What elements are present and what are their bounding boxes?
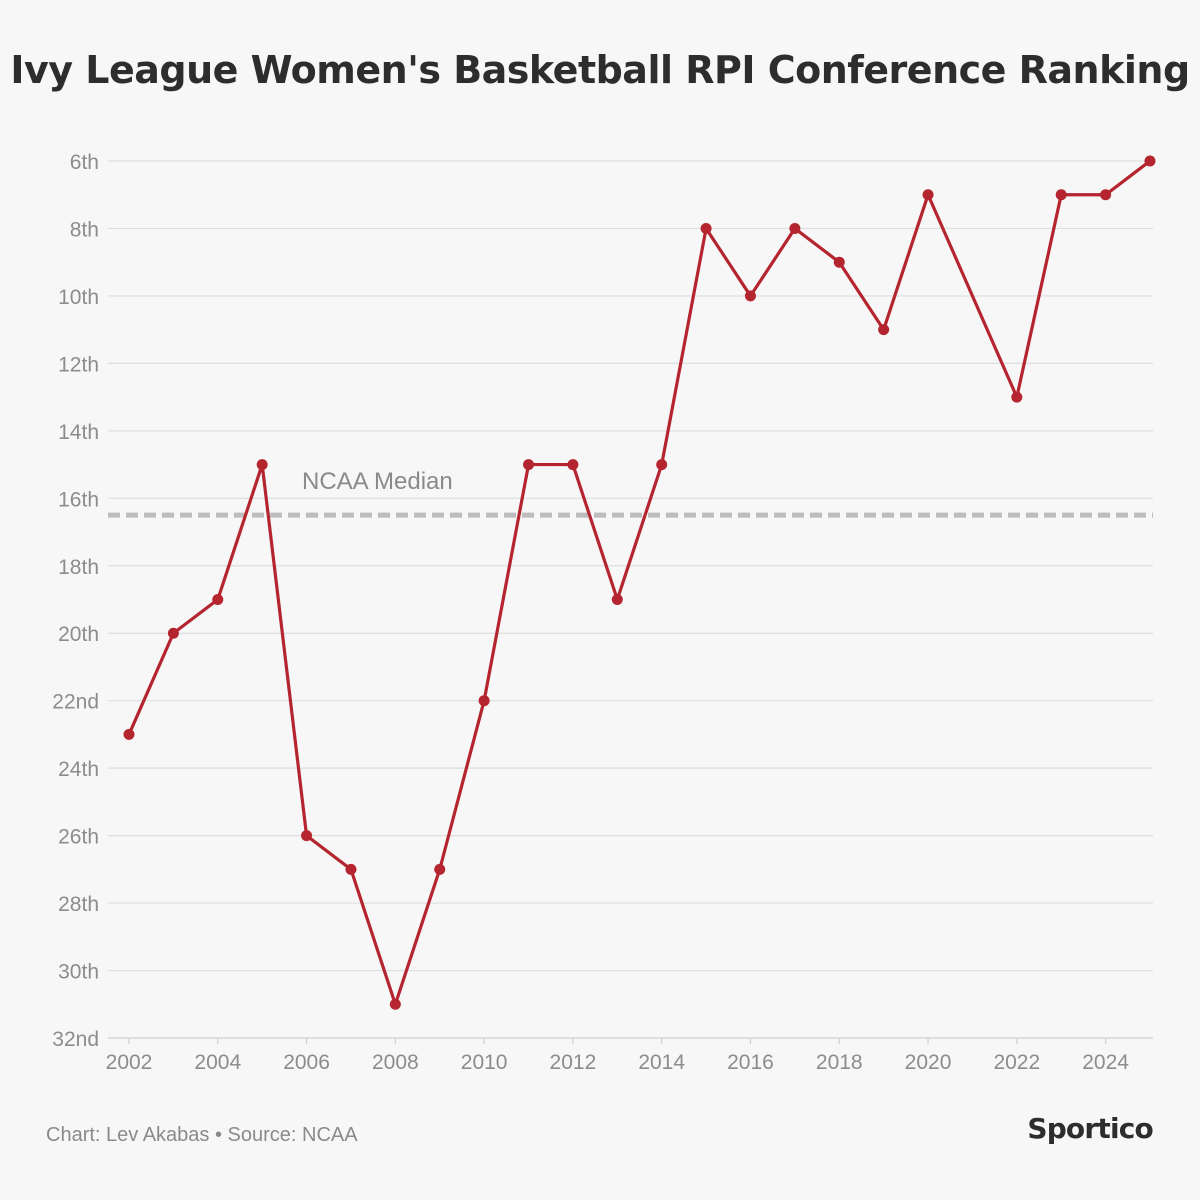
y-tick-label: 30th bbox=[58, 961, 99, 984]
data-point bbox=[744, 290, 756, 302]
y-tick-label: 12th bbox=[58, 353, 99, 376]
y-tick-label: 26th bbox=[58, 826, 99, 849]
data-point bbox=[478, 695, 490, 707]
y-tick-label: 18th bbox=[58, 556, 99, 579]
x-tick-label: 2016 bbox=[727, 1051, 774, 1074]
y-tick-label: 14th bbox=[58, 421, 99, 444]
data-point bbox=[1100, 189, 1112, 201]
x-tick-label: 2006 bbox=[283, 1051, 330, 1074]
x-tick-label: 2012 bbox=[550, 1051, 597, 1074]
data-point bbox=[789, 222, 801, 234]
gridlines bbox=[108, 160, 1153, 1039]
chart-title: Ivy League Women's Basketball RPI Confer… bbox=[10, 48, 1190, 92]
series-group bbox=[123, 155, 1156, 1010]
y-tick-label: 8th bbox=[70, 218, 99, 241]
axes: 6th 8th 10th 12th 14th 16th 18th 20th 22nd 24th 26… bbox=[52, 151, 1129, 1074]
y-tick-label: 20th bbox=[58, 623, 99, 646]
ncaa-median-label: NCAA Median bbox=[302, 468, 453, 495]
x-tick-label: 2018 bbox=[816, 1051, 863, 1074]
data-point bbox=[1055, 189, 1067, 201]
data-point bbox=[1144, 155, 1156, 167]
data-point bbox=[301, 830, 313, 842]
y-tick-label: 6th bbox=[70, 151, 99, 174]
data-point bbox=[256, 459, 268, 471]
data-point bbox=[878, 324, 890, 336]
x-tick-label: 2014 bbox=[638, 1051, 685, 1074]
data-point bbox=[167, 627, 179, 639]
x-tick-label: 2002 bbox=[106, 1051, 153, 1074]
x-tick-label: 2024 bbox=[1082, 1051, 1129, 1074]
data-point bbox=[922, 189, 934, 201]
data-point bbox=[345, 863, 357, 875]
y-tick-label: 16th bbox=[58, 488, 99, 511]
series-line bbox=[127, 159, 1152, 1010]
data-point bbox=[611, 594, 623, 605]
data-point bbox=[434, 863, 446, 875]
y-tick-label: 28th bbox=[58, 893, 99, 916]
data-point bbox=[389, 998, 401, 1010]
y-tick-label: 22nd bbox=[52, 691, 99, 714]
x-tick-label: 2022 bbox=[993, 1051, 1040, 1074]
y-tick-label: 10th bbox=[58, 286, 99, 309]
x-tick-label: 2010 bbox=[461, 1051, 508, 1074]
sportico-logo: Sportico bbox=[1027, 1112, 1153, 1145]
y-tick-label: 32nd bbox=[52, 1028, 99, 1051]
data-point bbox=[123, 728, 135, 740]
x-tick-label: 2008 bbox=[372, 1051, 419, 1074]
data-point bbox=[567, 459, 579, 471]
data-point bbox=[700, 222, 712, 234]
data-point bbox=[212, 594, 224, 605]
y-tick-label: 24th bbox=[58, 758, 99, 781]
data-point bbox=[1011, 391, 1023, 403]
x-tick-label: 2004 bbox=[194, 1051, 241, 1074]
data-point bbox=[523, 459, 535, 471]
data-point bbox=[833, 256, 845, 268]
x-tick-label: 2020 bbox=[905, 1051, 952, 1074]
reference-line-group: NCAA Median bbox=[108, 468, 1153, 518]
data-point bbox=[656, 459, 668, 471]
chart-credit: Chart: Lev Akabas • Source: NCAA bbox=[46, 1124, 358, 1146]
